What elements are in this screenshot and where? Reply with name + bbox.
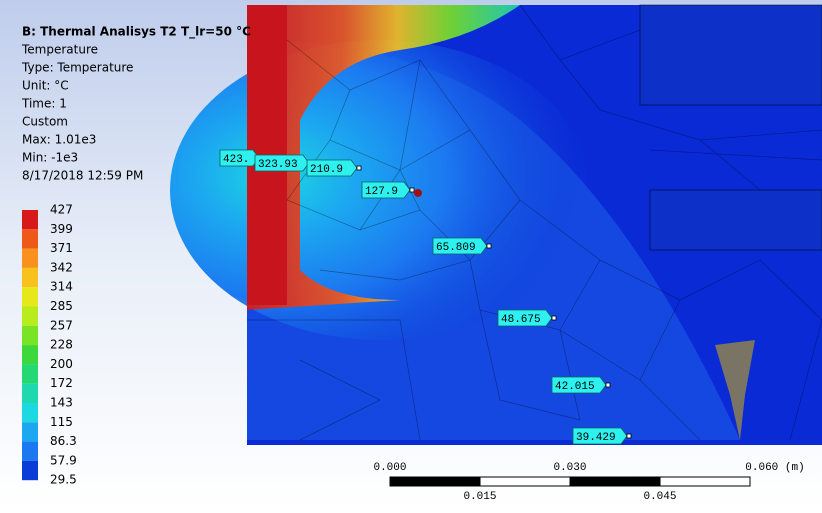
legend-swatch — [22, 326, 38, 345]
legend-swatch — [22, 307, 38, 326]
probe: 210.9 — [307, 160, 361, 176]
legend-swatch — [22, 403, 38, 422]
legend-swatch — [22, 461, 38, 480]
legend-label: 314 — [50, 280, 73, 294]
legend-swatch — [22, 345, 38, 364]
legend-swatch — [22, 249, 38, 268]
legend-label: 285 — [50, 299, 73, 313]
legend-label: 86.3 — [50, 434, 77, 448]
legend-swatch — [22, 287, 38, 306]
legend-swatch — [22, 210, 38, 229]
probe-point — [487, 244, 491, 248]
scale-label: 0.015 — [463, 491, 496, 503]
scale-segment — [660, 477, 750, 486]
legend-swatch — [22, 229, 38, 248]
probe: 39.429 — [573, 428, 631, 444]
probe-point — [627, 434, 631, 438]
probe-label: 65.809 — [436, 242, 476, 254]
legend-label: 371 — [50, 241, 73, 255]
screen: B: Thermal Analisys T2 T_lr=50 °C Tempera… — [0, 0, 822, 509]
scale-label: 0.060 (m) — [745, 462, 804, 474]
legend-swatch — [22, 364, 38, 383]
probe-marker — [414, 189, 422, 197]
legend-label: 399 — [50, 222, 73, 236]
info-line: Max: 1.01e3 — [22, 133, 96, 147]
legend-label: 427 — [50, 203, 73, 217]
probe-label: 127.9 — [365, 186, 398, 198]
model-view — [170, 5, 822, 445]
probe-label: 42.015 — [555, 381, 595, 393]
part — [650, 190, 822, 250]
info-line: Unit: °C — [22, 79, 69, 93]
scale-segment — [390, 477, 480, 486]
legend-label: 342 — [50, 260, 73, 274]
scale-segment — [570, 477, 660, 486]
scale-label: 0.030 — [553, 462, 586, 474]
info-line: Custom — [22, 115, 68, 129]
probe-point — [552, 316, 556, 320]
info-line: Type: Temperature — [21, 61, 133, 75]
result-title: B: Thermal Analisys T2 T_lr=50 °C — [22, 25, 251, 40]
legend-label: 143 — [50, 396, 73, 410]
probe-label: 39.429 — [576, 432, 616, 444]
probe-point — [410, 188, 414, 192]
legend-label: 257 — [50, 318, 73, 332]
part — [640, 5, 822, 105]
probe: 127.9 — [362, 182, 414, 198]
probe: 323.93 — [255, 155, 313, 171]
legend-label: 228 — [50, 338, 73, 352]
legend-swatch — [22, 384, 38, 403]
probe-label: 423. — [223, 154, 249, 166]
probe: 42.015 — [552, 377, 610, 393]
legend-label: 29.5 — [50, 473, 77, 487]
info-line: Time: 1 — [21, 97, 67, 111]
legend-swatch — [22, 268, 38, 287]
info-line: 8/17/2018 12:59 PM — [22, 169, 143, 183]
probe-point — [606, 383, 610, 387]
info-line: Temperature — [21, 43, 98, 57]
probe-label: 323.93 — [258, 159, 298, 171]
legend-label: 172 — [50, 376, 73, 390]
probe-point — [357, 166, 361, 170]
scale-segment — [480, 477, 570, 486]
scale-label: 0.000 — [373, 462, 406, 474]
info-line: Min: -1e3 — [22, 151, 78, 165]
legend-label: 115 — [50, 415, 73, 429]
legend-label: 57.9 — [50, 453, 77, 467]
probe: 48.675 — [498, 310, 556, 326]
legend-swatch — [22, 442, 38, 461]
legend-label: 200 — [50, 357, 73, 371]
scale-label: 0.045 — [643, 491, 676, 503]
legend-swatch — [22, 422, 38, 441]
probe-label: 48.675 — [501, 314, 541, 326]
probe: 65.809 — [433, 238, 491, 254]
probe-label: 210.9 — [310, 164, 343, 176]
